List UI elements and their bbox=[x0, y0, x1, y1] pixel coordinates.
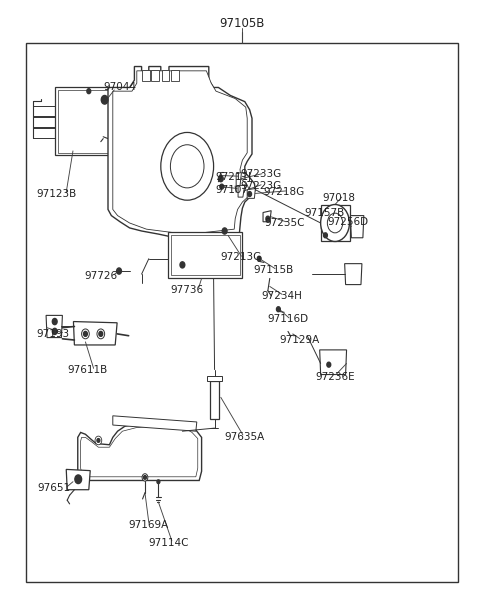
Circle shape bbox=[327, 362, 331, 367]
Bar bbox=[210, 381, 219, 419]
Polygon shape bbox=[58, 90, 108, 153]
Circle shape bbox=[87, 89, 91, 94]
Circle shape bbox=[75, 475, 82, 484]
Polygon shape bbox=[236, 172, 241, 186]
Text: 97635A: 97635A bbox=[225, 432, 265, 442]
Polygon shape bbox=[320, 350, 347, 375]
Bar bbox=[151, 70, 159, 81]
Text: 97211J: 97211J bbox=[215, 172, 251, 182]
Circle shape bbox=[327, 213, 343, 233]
Bar bbox=[26, 43, 458, 582]
Polygon shape bbox=[247, 188, 255, 198]
Circle shape bbox=[95, 436, 102, 445]
Polygon shape bbox=[113, 71, 250, 233]
Text: 97651: 97651 bbox=[37, 483, 71, 493]
Circle shape bbox=[180, 262, 185, 268]
Text: 97107: 97107 bbox=[215, 185, 248, 195]
Circle shape bbox=[276, 307, 280, 312]
Circle shape bbox=[266, 216, 270, 221]
Text: 97213G: 97213G bbox=[221, 253, 262, 262]
Bar bbox=[142, 70, 150, 81]
Polygon shape bbox=[73, 322, 117, 345]
Circle shape bbox=[99, 331, 103, 336]
Bar bbox=[171, 235, 240, 275]
Bar bbox=[168, 232, 242, 278]
Polygon shape bbox=[33, 106, 55, 116]
Circle shape bbox=[84, 331, 87, 336]
Circle shape bbox=[220, 184, 224, 189]
Circle shape bbox=[52, 318, 57, 325]
Text: 97736: 97736 bbox=[170, 285, 204, 294]
Polygon shape bbox=[263, 211, 271, 222]
Polygon shape bbox=[33, 128, 55, 138]
Text: 97116D: 97116D bbox=[268, 314, 309, 324]
Text: 97233G: 97233G bbox=[240, 169, 281, 179]
Text: 97169A: 97169A bbox=[129, 520, 169, 530]
Circle shape bbox=[321, 205, 349, 241]
Circle shape bbox=[222, 228, 227, 234]
Polygon shape bbox=[66, 469, 90, 490]
Circle shape bbox=[248, 192, 252, 197]
Polygon shape bbox=[81, 426, 198, 477]
Text: 97235C: 97235C bbox=[264, 218, 304, 228]
Polygon shape bbox=[238, 185, 245, 197]
Circle shape bbox=[324, 233, 327, 238]
Polygon shape bbox=[78, 422, 202, 480]
Text: 97105B: 97105B bbox=[220, 17, 265, 30]
Polygon shape bbox=[113, 416, 197, 431]
Polygon shape bbox=[46, 315, 62, 338]
Text: 97256D: 97256D bbox=[327, 217, 369, 227]
Text: 97218G: 97218G bbox=[263, 187, 304, 197]
Polygon shape bbox=[55, 87, 109, 155]
Circle shape bbox=[142, 474, 148, 481]
Text: 97115B: 97115B bbox=[253, 265, 294, 275]
Circle shape bbox=[97, 329, 105, 339]
Text: 97123B: 97123B bbox=[36, 189, 76, 199]
Text: 97193: 97193 bbox=[36, 329, 69, 339]
Circle shape bbox=[97, 439, 100, 442]
Text: 97018: 97018 bbox=[323, 193, 356, 203]
Polygon shape bbox=[345, 264, 362, 285]
Circle shape bbox=[257, 256, 261, 261]
Circle shape bbox=[144, 476, 146, 479]
Text: 97234H: 97234H bbox=[262, 291, 302, 301]
Text: 97157B: 97157B bbox=[305, 208, 345, 217]
Text: 97726: 97726 bbox=[84, 271, 117, 281]
Text: 97114C: 97114C bbox=[149, 538, 189, 548]
Text: 97236E: 97236E bbox=[316, 372, 356, 382]
Bar bbox=[162, 70, 169, 81]
Circle shape bbox=[218, 176, 223, 182]
Text: 97223G: 97223G bbox=[240, 181, 281, 191]
Circle shape bbox=[170, 145, 204, 188]
Polygon shape bbox=[321, 205, 350, 241]
Polygon shape bbox=[108, 67, 255, 241]
Text: 97044: 97044 bbox=[103, 83, 136, 92]
Circle shape bbox=[101, 95, 108, 104]
Polygon shape bbox=[33, 117, 55, 127]
Circle shape bbox=[117, 268, 121, 274]
Text: 97611B: 97611B bbox=[67, 365, 108, 375]
Bar bbox=[171, 70, 179, 81]
Circle shape bbox=[82, 329, 89, 339]
Polygon shape bbox=[350, 216, 364, 238]
Circle shape bbox=[52, 328, 57, 334]
Circle shape bbox=[161, 132, 214, 200]
Polygon shape bbox=[207, 376, 222, 381]
Circle shape bbox=[157, 480, 160, 484]
Text: 97129A: 97129A bbox=[279, 335, 320, 345]
